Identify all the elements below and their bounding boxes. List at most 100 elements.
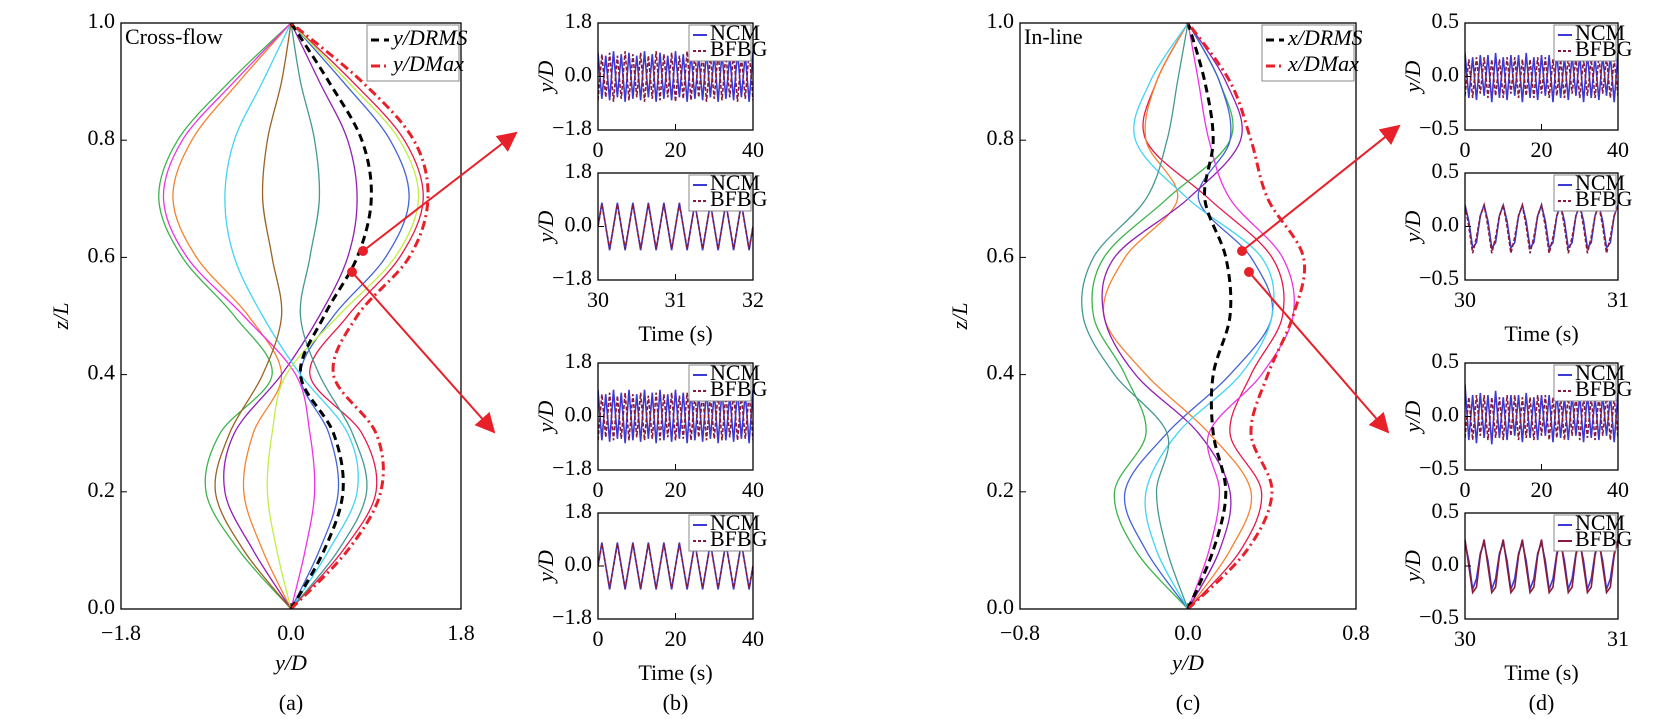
y-tick-label: −1.8: [552, 455, 592, 480]
plot-frame: [1464, 22, 1619, 131]
profile-line: [1101, 23, 1243, 609]
arrows: [347, 124, 1401, 434]
x-tick-label: 31: [1607, 287, 1629, 312]
x-axis-label: Time (s): [638, 321, 712, 346]
series-line: [1465, 201, 1618, 254]
series-line: [598, 392, 753, 441]
arrow: [351, 271, 496, 434]
y-axis-label: z/L: [48, 303, 73, 331]
series-line: [1465, 395, 1618, 441]
y-tick-label: −0.5: [1419, 265, 1459, 290]
y-tick-label: −0.5: [1419, 115, 1459, 140]
legend-label: y/DRMS: [391, 25, 468, 50]
legend-label: BFBG: [710, 186, 768, 211]
y-axis-label: y/D: [533, 401, 558, 435]
x-tick-label: 0: [1460, 477, 1471, 502]
y-tick-label: 1.8: [565, 8, 593, 33]
legend-label: NCM: [1575, 20, 1625, 45]
legend-label: NCM: [1575, 170, 1625, 195]
x-axis-label: Time (s): [1504, 660, 1578, 685]
plot-frame: [1464, 362, 1619, 471]
x-tick-label: 31: [665, 287, 687, 312]
plot-frame: [120, 22, 462, 610]
series-line: [1465, 384, 1618, 445]
legend-label: BFBG: [710, 526, 768, 551]
y-tick-label: 0.4: [88, 360, 116, 385]
y-axis-label: y/D: [1400, 61, 1425, 95]
series-line: [1465, 57, 1618, 98]
legend-label: BFBG: [1575, 186, 1633, 211]
arrow: [1241, 124, 1401, 252]
envelope-line: [1186, 23, 1306, 609]
x-tick-label: 40: [1607, 137, 1629, 162]
x-tick-label: 32: [742, 287, 764, 312]
y-tick-label: 0.0: [987, 594, 1015, 619]
plot-area: [1081, 23, 1306, 609]
y-tick-label: 1.8: [565, 498, 593, 523]
y-tick-label: 0.0: [565, 62, 593, 87]
x-tick-label: 30: [1454, 287, 1476, 312]
y-tick-label: 0.6: [88, 242, 116, 267]
profile-line: [1133, 23, 1275, 609]
legend-label: NCM: [710, 20, 760, 45]
plot-area: [598, 51, 753, 102]
legend-box: [1261, 24, 1355, 82]
profile-line: [290, 23, 424, 609]
x-tick-label: 40: [742, 137, 764, 162]
y-tick-label: 0.0: [565, 212, 593, 237]
legend-label: BFBG: [710, 376, 768, 401]
panel-caption: (b): [663, 690, 689, 715]
plot-frame: [1464, 512, 1619, 620]
x-axis-label: Time (s): [1504, 321, 1578, 346]
plot-area: [1465, 384, 1618, 445]
x-tick-label: 20: [1531, 477, 1553, 502]
x-tick-label: −1.8: [101, 620, 141, 645]
x-axis-label: Time (s): [638, 660, 712, 685]
plot-area: [1465, 52, 1618, 103]
x-tick-label: 30: [587, 287, 609, 312]
y-tick-label: 1.0: [88, 8, 116, 33]
x-tick-label: 0: [593, 137, 604, 162]
legend-label: NCM: [710, 360, 760, 385]
legend-label: y/DMax: [391, 51, 464, 76]
x-tick-label: 0: [1460, 137, 1471, 162]
legend-box: [688, 24, 752, 62]
y-axis-label: y/D: [1400, 211, 1425, 245]
profile-line: [266, 23, 420, 609]
y-tick-label: 0.8: [987, 125, 1015, 150]
y-tick-label: 0.6: [987, 242, 1015, 267]
y-tick-label: 0.0: [1432, 402, 1460, 427]
y-tick-label: −1.8: [552, 265, 592, 290]
y-tick-label: 0.2: [88, 477, 116, 502]
y-tick-label: −0.5: [1419, 455, 1459, 480]
series-line: [1465, 52, 1618, 103]
x-tick-label: 0: [593, 477, 604, 502]
envelope-line: [289, 23, 373, 609]
y-tick-label: 0.0: [565, 551, 593, 576]
y-tick-label: 0.5: [1432, 8, 1460, 33]
x-tick-label: 20: [665, 137, 687, 162]
legend-box: [1553, 514, 1617, 552]
series-line: [598, 204, 753, 249]
marker-dot: [347, 267, 357, 277]
legend-box: [1553, 174, 1617, 212]
envelope-line: [1186, 23, 1233, 609]
plot-frame: [1464, 172, 1619, 281]
y-axis-label: y/D: [533, 211, 558, 245]
y-tick-label: 0.0: [565, 402, 593, 427]
x-axis-label: y/D: [1170, 650, 1204, 675]
legend-box: [366, 24, 460, 82]
y-tick-label: 0.5: [1432, 498, 1460, 523]
series-line: [598, 389, 753, 444]
y-tick-label: 0.0: [88, 594, 116, 619]
y-tick-label: 0.0: [1432, 62, 1460, 87]
x-tick-label: 0.0: [1174, 620, 1202, 645]
legend-label: NCM: [1575, 360, 1625, 385]
y-axis-label: y/D: [1400, 401, 1425, 435]
plot-frame: [597, 22, 754, 131]
